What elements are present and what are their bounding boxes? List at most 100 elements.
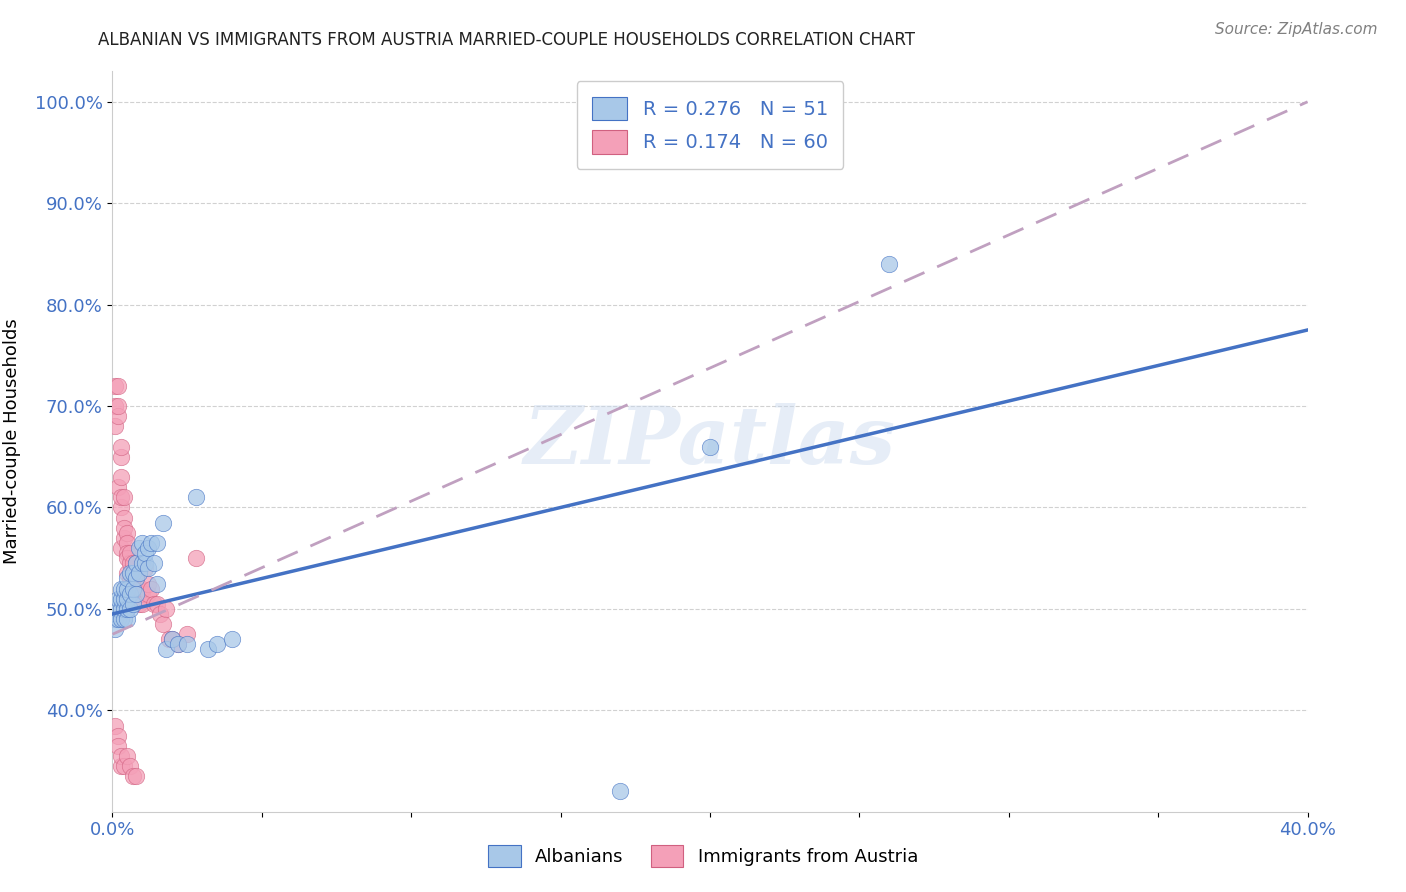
Point [152,516,174,530]
Point [149,607,172,621]
Point [117,748,139,763]
Point [110,602,132,616]
Point [107,409,129,424]
Point [122,582,145,596]
Point [104,612,127,626]
Point [221,632,243,647]
Point [107,591,129,606]
Point [879,257,901,271]
Point [110,748,132,763]
Point [120,571,142,585]
Point [125,556,148,570]
Point [141,536,163,550]
Point [107,399,129,413]
Point [125,769,148,783]
Point [138,576,160,591]
Point [114,582,135,596]
Point [117,551,139,566]
Point [205,637,228,651]
Point [162,632,183,647]
Point [167,637,190,651]
Point [146,576,169,591]
Point [128,566,150,581]
Point [699,440,721,454]
Point [134,556,156,570]
Point [107,612,129,626]
Text: ALBANIAN VS IMMIGRANTS FROM AUSTRIA MARRIED-COUPLE HOUSEHOLDS CORRELATION CHART: ALBANIAN VS IMMIGRANTS FROM AUSTRIA MARR… [98,31,915,49]
Point [197,642,219,657]
Y-axis label: Married-couple Households: Married-couple Households [3,318,21,565]
Point [122,556,145,570]
Point [186,551,208,566]
Point [125,556,148,570]
Point [117,602,139,616]
Point [114,591,135,606]
Point [138,541,160,555]
Point [110,759,132,773]
Point [176,627,198,641]
Point [134,561,156,575]
Point [107,480,129,494]
Point [125,582,148,596]
Point [186,491,208,505]
Point [143,597,166,611]
Point [120,566,142,581]
Point [122,566,145,581]
Point [131,587,153,601]
Point [117,566,139,581]
Legend: R = 0.276   N = 51, R = 0.174   N = 60: R = 0.276 N = 51, R = 0.174 N = 60 [576,81,844,169]
Point [146,597,169,611]
Point [110,500,132,515]
Point [114,521,135,535]
Point [125,571,148,585]
Point [114,510,135,524]
Point [110,591,132,606]
Point [110,612,132,626]
Point [131,597,153,611]
Point [110,491,132,505]
Point [131,556,153,570]
Point [110,450,132,464]
Point [107,729,129,743]
Point [122,582,145,596]
Point [176,637,198,651]
Legend: Albanians, Immigrants from Austria: Albanians, Immigrants from Austria [481,838,925,874]
Point [122,597,145,611]
Point [125,587,148,601]
Point [104,622,127,636]
Point [143,556,166,570]
Point [131,582,153,596]
Point [128,597,150,611]
Point [117,591,139,606]
Point [117,536,139,550]
Point [117,612,139,626]
Point [110,541,132,555]
Point [157,632,180,647]
Point [138,587,160,601]
Point [138,561,160,575]
Point [162,632,183,647]
Point [131,536,153,550]
Point [141,582,163,596]
Point [114,612,135,626]
Point [120,602,142,616]
Point [120,556,142,570]
Point [110,440,132,454]
Point [120,546,142,560]
Point [104,419,127,434]
Point [114,531,135,545]
Point [117,571,139,585]
Point [120,759,142,773]
Point [134,546,156,560]
Point [117,546,139,560]
Point [122,769,145,783]
Point [104,718,127,732]
Point [117,525,139,540]
Point [155,602,177,616]
Point [114,602,135,616]
Point [114,491,135,505]
Point [146,536,169,550]
Point [122,566,145,581]
Point [114,759,135,773]
Point [125,571,148,585]
